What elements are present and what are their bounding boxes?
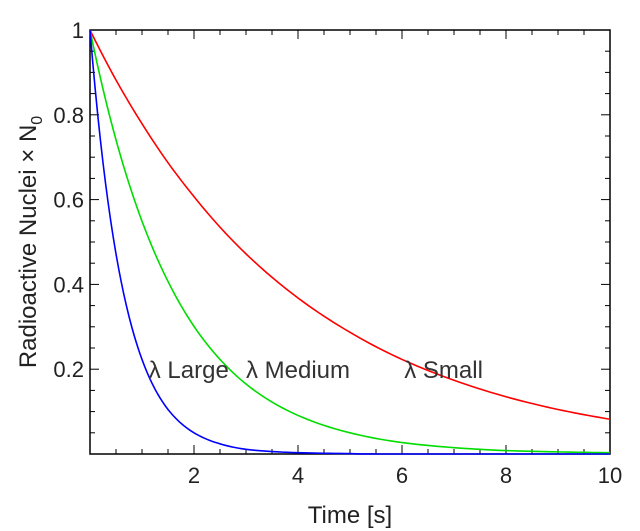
x-tick-label: 2 [188, 463, 200, 488]
y-tick-label: 0.8 [53, 103, 84, 128]
curve-label: λ Medium [246, 357, 350, 384]
y-tick-label: 0.6 [53, 188, 84, 213]
x-tick-label: 8 [500, 463, 512, 488]
decay-curve-1 [89, 29, 611, 421]
y-tick-label: 0.4 [53, 272, 84, 297]
x-tick-label: 10 [598, 463, 622, 488]
curve-labels: λ Large λ Medium λ Small [149, 357, 483, 384]
plot-frame [89, 29, 611, 455]
x-tick-label: 6 [396, 463, 408, 488]
decay-curves [89, 29, 611, 455]
tick-marks [90, 30, 610, 454]
y-axis-title: Radioactive Nuclei × N0 [15, 116, 46, 368]
y-tick-label: 0.2 [53, 357, 84, 382]
x-tick-label: 4 [292, 463, 304, 488]
decay-curve-2 [89, 29, 611, 454]
y-axis-title-subscript: 0 [29, 116, 46, 125]
y-axis-title-main: Radioactive Nuclei × N [15, 125, 42, 368]
tick-labels: 2 4 6 8 10 0.2 0.4 0.6 0.8 1 [53, 18, 622, 488]
curve-label: λ Large [149, 357, 229, 384]
curve-label: λ Small [404, 357, 483, 384]
y-tick-label: 1 [72, 18, 84, 43]
decay-curve-3 [89, 29, 610, 455]
x-axis-title: Time [s] [308, 502, 392, 529]
